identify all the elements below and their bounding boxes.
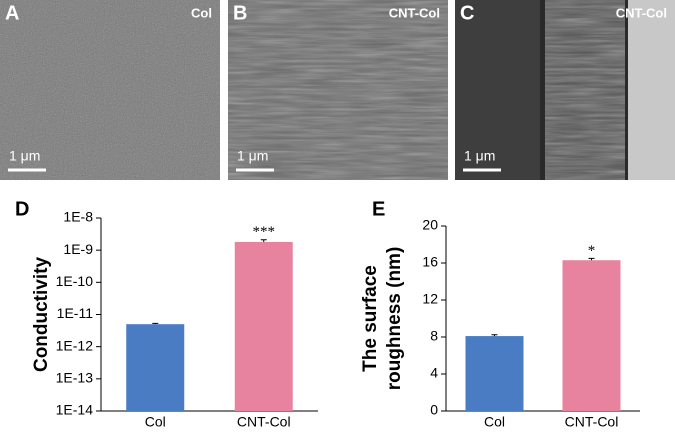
x-tick-label: CNT-Col bbox=[237, 414, 291, 430]
y-axis-label: roughness (nm) bbox=[384, 247, 405, 391]
scale-bar-label: 1 μm bbox=[9, 148, 40, 164]
y-tick-label: 4 bbox=[430, 365, 438, 381]
texture bbox=[545, 0, 625, 180]
bar bbox=[126, 324, 185, 411]
bar bbox=[562, 260, 621, 411]
y-axis-label: Conductivity bbox=[31, 257, 52, 372]
panel-letter: E bbox=[372, 198, 385, 220]
panel-letter: A bbox=[5, 2, 19, 24]
y-tick-label: 1E-8 bbox=[63, 209, 93, 225]
y-tick-label: 1E-9 bbox=[63, 241, 93, 257]
panel-label: CNT-Col bbox=[389, 5, 440, 20]
scale-bar-label: 1 μm bbox=[237, 148, 268, 164]
significance: * bbox=[588, 243, 596, 259]
y-tick-label: 20 bbox=[422, 217, 438, 233]
y-tick-label: 0 bbox=[430, 402, 438, 418]
y-tick-label: 1E-10 bbox=[56, 273, 94, 289]
x-tick-label: Col bbox=[145, 414, 166, 430]
y-tick-label: 1E-12 bbox=[56, 337, 94, 353]
panel-label: CNT-Col bbox=[616, 5, 667, 20]
region bbox=[628, 0, 675, 180]
panel-letter: B bbox=[233, 2, 247, 24]
texture bbox=[0, 0, 220, 180]
bar bbox=[465, 336, 524, 411]
y-tick-label: 12 bbox=[422, 291, 438, 307]
error-bar bbox=[152, 322, 159, 325]
scale-bar-label: 1 μm bbox=[464, 148, 495, 164]
significance: *** bbox=[253, 224, 276, 240]
x-tick-label: Col bbox=[484, 414, 505, 430]
y-tick-label: 8 bbox=[430, 328, 438, 344]
y-tick-label: 1E-14 bbox=[56, 402, 94, 418]
panel-letter: C bbox=[460, 2, 474, 24]
panel-label: Col bbox=[191, 5, 212, 20]
panel-letter: D bbox=[15, 198, 29, 220]
texture bbox=[228, 0, 448, 180]
x-tick-label: CNT-Col bbox=[565, 414, 619, 430]
y-tick-label: 16 bbox=[422, 254, 438, 270]
bar bbox=[234, 241, 293, 411]
region bbox=[455, 0, 540, 180]
error-bar bbox=[260, 239, 267, 242]
y-axis-label: The surface bbox=[360, 265, 381, 372]
sem-images bbox=[0, 0, 675, 180]
error-bar bbox=[588, 257, 595, 261]
error-bar bbox=[491, 334, 498, 337]
y-tick-label: 1E-11 bbox=[57, 305, 94, 321]
y-tick-label: 1E-13 bbox=[56, 370, 94, 386]
